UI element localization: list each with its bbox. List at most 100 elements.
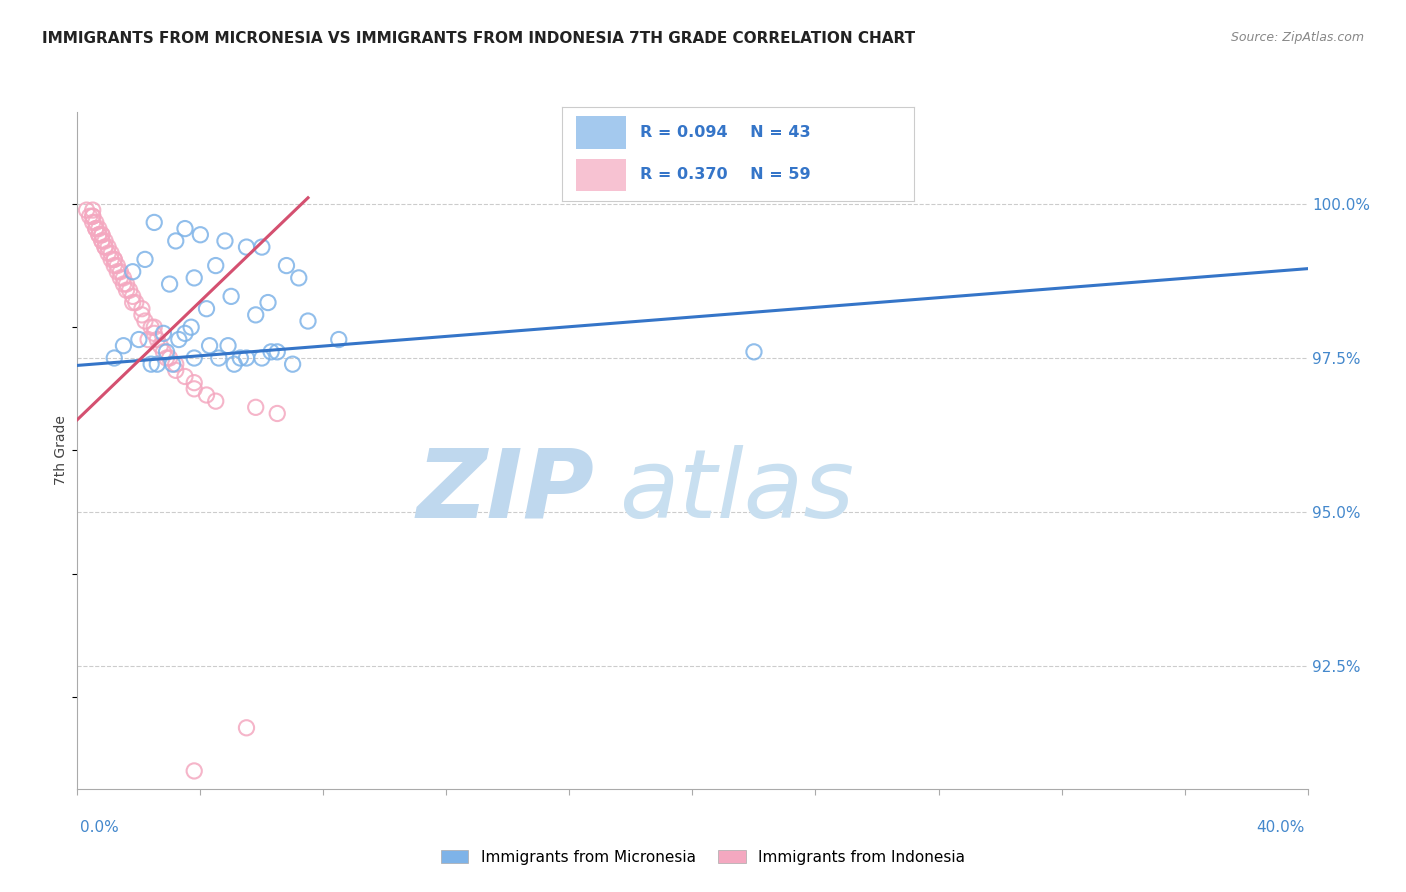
Point <box>94 240 117 254</box>
Point <box>112 339 135 353</box>
Text: R = 0.370    N = 59: R = 0.370 N = 59 <box>640 168 810 183</box>
Point <box>217 339 239 353</box>
Point <box>266 344 288 359</box>
Point <box>204 394 226 409</box>
Point <box>110 265 132 279</box>
Point <box>167 333 190 347</box>
Point <box>97 240 120 254</box>
Point <box>297 314 319 328</box>
Point <box>183 382 205 396</box>
Point <box>742 344 765 359</box>
Point <box>288 271 311 285</box>
Point <box>195 388 218 402</box>
FancyBboxPatch shape <box>576 159 626 191</box>
Point <box>112 277 135 291</box>
Point <box>97 246 120 260</box>
Point <box>94 234 117 248</box>
Point <box>90 234 114 248</box>
Point <box>183 271 205 285</box>
Point <box>250 240 273 254</box>
Text: R = 0.094    N = 43: R = 0.094 N = 43 <box>640 125 810 140</box>
Point <box>159 351 181 365</box>
Point <box>208 351 231 365</box>
Point <box>76 203 98 218</box>
Legend: Immigrants from Micronesia, Immigrants from Indonesia: Immigrants from Micronesia, Immigrants f… <box>434 844 972 871</box>
Point <box>195 301 218 316</box>
Point <box>198 339 221 353</box>
Point <box>103 259 125 273</box>
Point <box>155 351 177 365</box>
Point <box>100 252 122 267</box>
Point <box>162 357 184 371</box>
Text: IMMIGRANTS FROM MICRONESIA VS IMMIGRANTS FROM INDONESIA 7TH GRADE CORRELATION CH: IMMIGRANTS FROM MICRONESIA VS IMMIGRANTS… <box>42 31 915 46</box>
Point <box>82 203 104 218</box>
Point <box>121 295 143 310</box>
Point <box>103 351 125 365</box>
Point <box>94 240 117 254</box>
FancyBboxPatch shape <box>576 116 626 149</box>
Point <box>105 259 128 273</box>
Point <box>149 339 172 353</box>
Point <box>276 259 298 273</box>
Point <box>155 344 177 359</box>
Point <box>112 271 135 285</box>
Point <box>183 351 205 365</box>
Point <box>134 314 156 328</box>
Point <box>125 295 148 310</box>
Point <box>152 326 174 341</box>
Point <box>90 227 114 242</box>
Point <box>250 351 273 365</box>
Point <box>141 357 163 371</box>
Point <box>183 376 205 390</box>
Point <box>84 221 107 235</box>
Point <box>90 227 114 242</box>
Point <box>90 234 114 248</box>
Point <box>235 351 257 365</box>
Point <box>183 764 205 778</box>
Point <box>257 295 280 310</box>
Text: ZIP: ZIP <box>416 444 595 538</box>
Point <box>87 227 110 242</box>
Point <box>180 320 202 334</box>
Text: Source: ZipAtlas.com: Source: ZipAtlas.com <box>1230 31 1364 45</box>
Point <box>136 333 159 347</box>
Point <box>103 252 125 267</box>
Point <box>229 351 252 365</box>
Text: 40.0%: 40.0% <box>1257 821 1305 835</box>
Point <box>128 333 150 347</box>
Text: 0.0%: 0.0% <box>80 821 120 835</box>
Point <box>115 283 138 297</box>
Point <box>235 721 257 735</box>
Point <box>146 357 169 371</box>
Point <box>118 283 141 297</box>
Point <box>143 326 166 341</box>
Point <box>281 357 304 371</box>
Point <box>84 221 107 235</box>
Point <box>152 344 174 359</box>
Point <box>146 333 169 347</box>
Point <box>84 215 107 229</box>
Point <box>214 234 236 248</box>
Text: atlas: atlas <box>619 444 853 538</box>
Point <box>190 227 212 242</box>
Point <box>174 221 197 235</box>
Point <box>100 246 122 260</box>
Y-axis label: 7th Grade: 7th Grade <box>55 416 69 485</box>
Point <box>82 215 104 229</box>
Point <box>245 308 267 322</box>
Point <box>131 301 153 316</box>
Point <box>82 209 104 223</box>
Point <box>121 265 143 279</box>
Point <box>143 320 166 334</box>
Point <box>141 320 163 334</box>
Point <box>87 221 110 235</box>
Point <box>121 289 143 303</box>
Point <box>219 289 242 303</box>
Point <box>245 401 267 415</box>
Point <box>103 252 125 267</box>
Point <box>174 326 197 341</box>
Point <box>266 407 288 421</box>
Point <box>131 308 153 322</box>
Point <box>110 271 132 285</box>
Point <box>115 277 138 291</box>
